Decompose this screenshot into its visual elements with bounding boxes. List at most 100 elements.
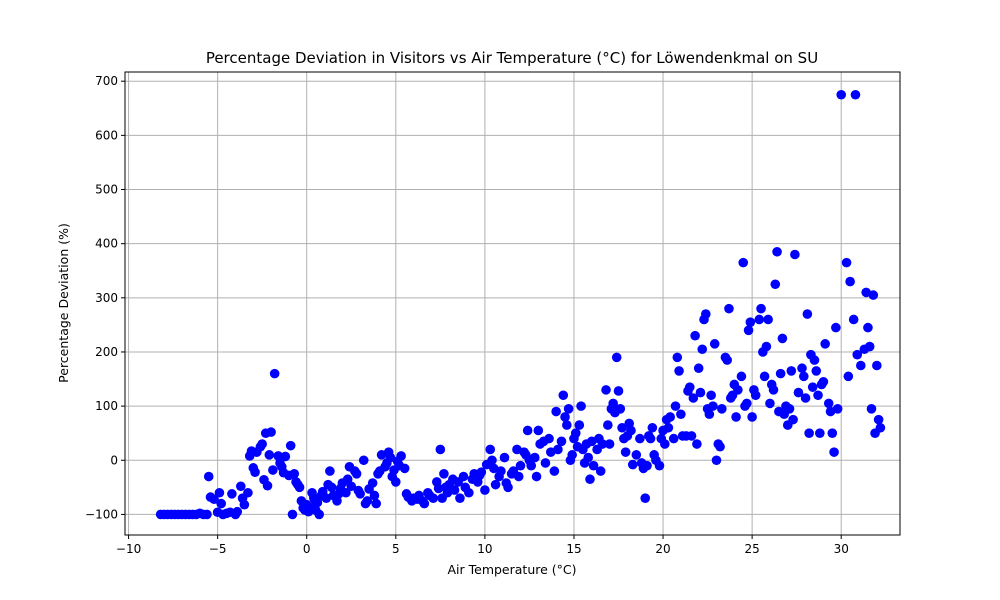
y-tick-label: 0 (110, 453, 118, 467)
data-point (875, 422, 886, 433)
data-point (692, 439, 702, 449)
data-point (708, 401, 718, 411)
data-point (756, 303, 766, 314)
data-point (560, 412, 570, 422)
data-point (772, 246, 782, 257)
data-point (236, 481, 246, 492)
data-point (595, 466, 606, 476)
data-point (804, 428, 814, 438)
data-point (745, 317, 756, 327)
data-point (604, 439, 615, 449)
data-point (665, 412, 675, 422)
data-point (620, 447, 631, 457)
x-tick-label: −10 (116, 542, 141, 556)
data-point (775, 368, 786, 379)
data-point (866, 404, 877, 414)
data-point (570, 428, 581, 438)
data-point (601, 385, 611, 395)
data-point (823, 398, 834, 409)
data-point (863, 322, 873, 333)
data-point (797, 363, 807, 374)
data-point (684, 382, 695, 392)
data-point (836, 89, 847, 100)
data-point (640, 493, 651, 503)
data-point (433, 483, 444, 494)
data-point (355, 489, 365, 499)
data-point (399, 463, 410, 474)
data-point (809, 355, 820, 365)
y-tick-label: 500 (95, 183, 118, 197)
data-point (439, 469, 449, 479)
data-point (868, 290, 879, 300)
data-point (850, 89, 861, 100)
data-point (856, 360, 866, 371)
data-point (487, 455, 497, 466)
data-point (563, 404, 574, 414)
data-point (642, 460, 652, 471)
data-point (362, 496, 373, 506)
data-point (738, 257, 749, 268)
data-point (798, 371, 809, 382)
y-tick-label: 200 (95, 345, 118, 359)
data-point (670, 401, 681, 411)
data-point (759, 371, 770, 382)
data-point (654, 460, 665, 471)
data-point (843, 371, 854, 382)
data-point (788, 414, 798, 425)
data-point (533, 425, 544, 436)
data-point (841, 257, 852, 268)
data-point (852, 349, 863, 360)
data-point (695, 387, 706, 398)
data-point (717, 404, 727, 414)
data-point (209, 494, 219, 505)
data-point (449, 485, 460, 495)
x-tick-label: 15 (566, 542, 581, 556)
data-point (367, 478, 378, 488)
data-point (800, 393, 811, 403)
data-point (829, 447, 839, 457)
data-point (558, 390, 569, 401)
data-point (287, 509, 298, 520)
data-point (371, 498, 382, 509)
grid-lines (125, 72, 900, 535)
data-point (603, 420, 613, 430)
data-point (216, 498, 227, 509)
chart-title: Percentage Deviation in Visitors vs Air … (206, 49, 818, 67)
x-tick-label: 10 (477, 542, 492, 556)
data-point (807, 382, 818, 392)
data-point (754, 314, 765, 325)
data-point (786, 366, 797, 376)
x-axis-label: Air Temperature (°C) (447, 562, 576, 577)
data-point (522, 425, 533, 436)
x-tick-label: 30 (834, 542, 849, 556)
data-point (777, 333, 788, 344)
data-point (551, 406, 561, 417)
y-axis-label: Percentage Deviation (%) (56, 223, 71, 383)
data-point (268, 465, 278, 475)
data-point (709, 339, 720, 349)
data-point (203, 471, 214, 482)
data-point (832, 404, 843, 414)
data-point (741, 398, 752, 409)
data-point (813, 390, 823, 401)
data-point (280, 451, 291, 462)
data-point (706, 390, 716, 401)
data-point (391, 477, 401, 487)
x-tick-label: −5 (209, 542, 227, 556)
y-tick-label: 300 (95, 291, 118, 305)
data-point (784, 404, 795, 414)
data-point (686, 431, 697, 441)
data-point (626, 425, 636, 436)
data-point (515, 460, 526, 471)
data-point (499, 452, 510, 463)
data-point (615, 404, 626, 414)
data-point (645, 433, 656, 444)
data-point (496, 466, 506, 476)
data-point (250, 467, 260, 477)
data-point (711, 455, 722, 466)
axis-ticks: −10 −5 0 5 10 15 20 25 30 −100 0 100 200 300 400 500 600… (85, 74, 849, 556)
plot-frame (124, 71, 901, 536)
data-point (635, 433, 645, 444)
